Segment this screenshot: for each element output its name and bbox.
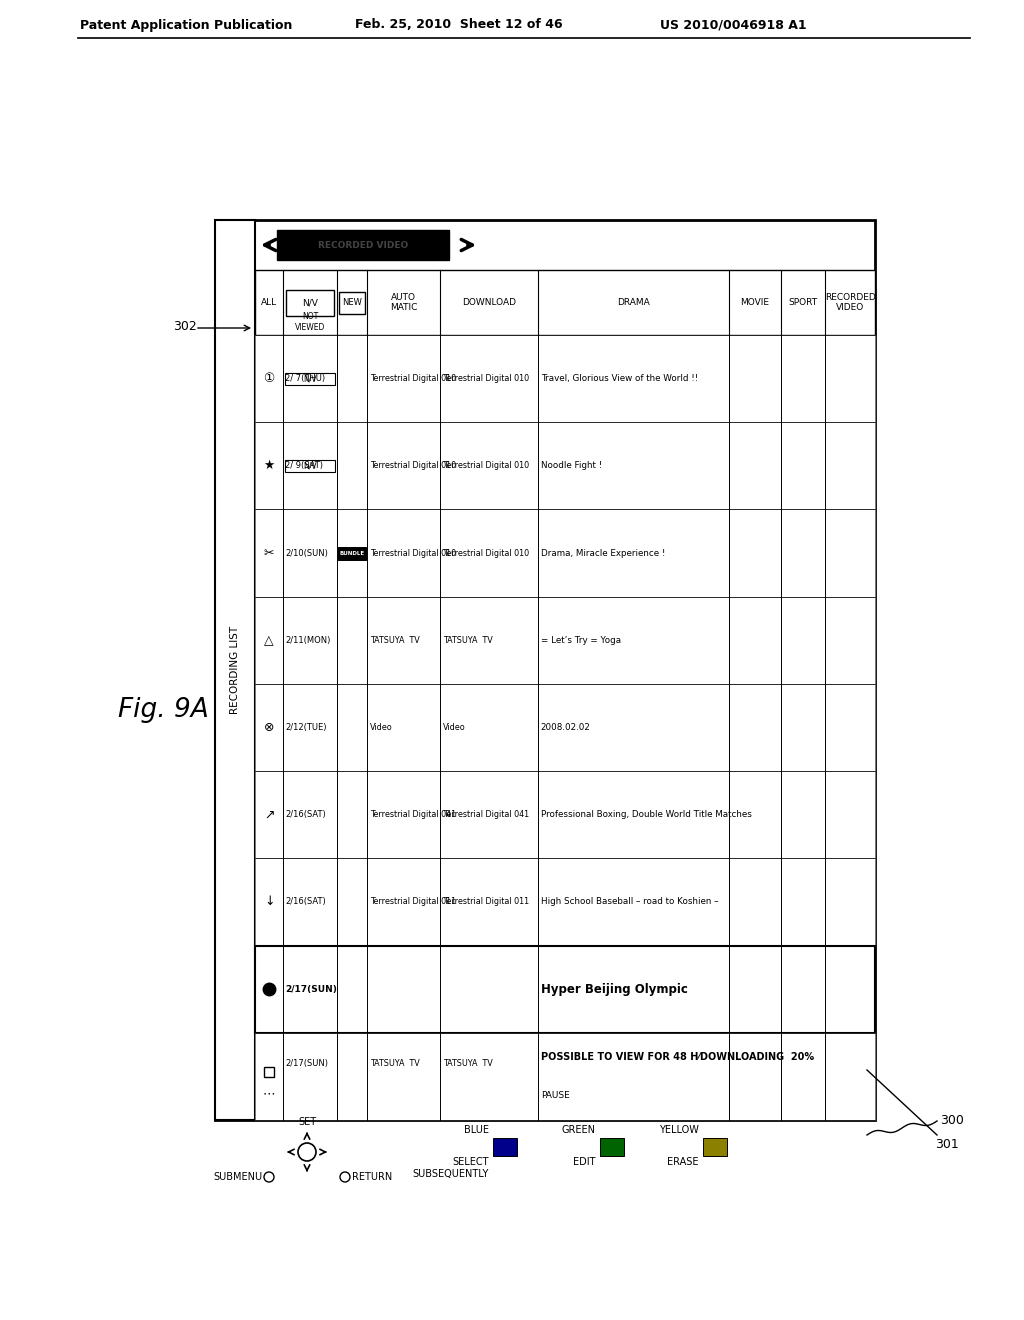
Bar [255,597,874,684]
Bar [286,459,335,471]
Text: POSSIBLE TO VIEW FOR 48 H⁄DOWNLOADING  20%: POSSIBLE TO VIEW FOR 48 H⁄DOWNLOADING 20… [541,1052,814,1063]
Text: Feb. 25, 2010  Sheet 12 of 46: Feb. 25, 2010 Sheet 12 of 46 [355,18,562,32]
Text: GREEN: GREEN [562,1125,596,1135]
Text: 300: 300 [940,1114,964,1126]
Text: 2/11(MON): 2/11(MON) [286,636,331,644]
Text: 302: 302 [173,321,197,334]
Text: 301: 301 [935,1138,958,1151]
Bar [215,220,255,1119]
Text: TATSUYA  TV: TATSUYA TV [443,1059,493,1068]
Text: ⊗: ⊗ [264,721,274,734]
Text: TATSUYA  TV: TATSUYA TV [370,1059,420,1068]
Text: 2/ 9(SAT): 2/ 9(SAT) [286,461,324,470]
Bar [255,335,874,422]
Text: ALL: ALL [261,298,278,308]
Text: Fig. 9A: Fig. 9A [118,697,209,723]
Text: 2/ 7(THU): 2/ 7(THU) [286,374,326,383]
Text: RECORDED
VIDEO: RECORDED VIDEO [824,293,876,313]
Text: US 2010/0046918 A1: US 2010/0046918 A1 [660,18,807,32]
Bar [255,1032,874,1119]
Text: NEW: NEW [342,298,361,308]
Bar [255,684,874,771]
Text: 2/12(TUE): 2/12(TUE) [286,723,327,733]
Text: SELECT: SELECT [453,1158,489,1167]
Text: Noodle Fight !: Noodle Fight ! [541,461,602,470]
Text: Video: Video [370,723,393,733]
Text: 2/17(SUN): 2/17(SUN) [286,985,337,994]
Bar [255,271,874,335]
Bar [338,546,367,560]
Text: Hyper Beijing Olympic: Hyper Beijing Olympic [541,982,688,995]
Text: BLUE: BLUE [464,1125,489,1135]
Text: RETURN: RETURN [352,1172,392,1181]
Text: ★: ★ [263,459,274,473]
Text: High School Baseball – road to Koshien –: High School Baseball – road to Koshien – [541,898,719,907]
Text: Professional Boxing, Double World Title Matches: Professional Boxing, Double World Title … [541,810,752,820]
Text: Terrestrial Digital 011: Terrestrial Digital 011 [443,898,529,907]
Text: SPORT: SPORT [788,298,817,308]
Text: NOT
VIEWED: NOT VIEWED [295,313,326,331]
Text: MOVIE: MOVIE [740,298,769,308]
Text: ↓: ↓ [264,895,274,908]
Text: RECORDED VIDEO: RECORDED VIDEO [317,240,409,249]
Text: TATSUYA  TV: TATSUYA TV [443,636,493,644]
Text: Terrestrial Digital 010: Terrestrial Digital 010 [443,374,529,383]
Text: ①: ① [263,372,274,385]
Text: ERASE: ERASE [668,1158,699,1167]
Text: Terrestrial Digital 010: Terrestrial Digital 010 [443,549,529,557]
Text: DRAMA: DRAMA [617,298,650,308]
Text: Terrestrial Digital 041: Terrestrial Digital 041 [370,810,457,820]
Text: △: △ [264,634,274,647]
Bar [215,220,874,1119]
Text: DOWNLOAD: DOWNLOAD [462,298,516,308]
Text: Terrestrial Digital 010: Terrestrial Digital 010 [370,549,457,557]
Bar [264,1067,274,1077]
Text: 2/16(SAT): 2/16(SAT) [286,898,327,907]
Bar [255,510,874,597]
Text: N/V: N/V [303,461,317,470]
Text: Terrestrial Digital 041: Terrestrial Digital 041 [443,810,529,820]
Text: BUNDLE: BUNDLE [339,550,365,556]
Text: 2008.02.02: 2008.02.02 [541,723,591,733]
Bar [493,1138,517,1156]
Text: Terrestrial Digital 010: Terrestrial Digital 010 [443,461,529,470]
Text: AUTO
MATIC: AUTO MATIC [390,293,417,313]
Text: Terrestrial Digital 010: Terrestrial Digital 010 [370,374,457,383]
Bar [255,771,874,858]
Bar [703,1138,727,1156]
Text: ✂: ✂ [264,546,274,560]
Text: Drama, Miracle Experience !: Drama, Miracle Experience ! [541,549,666,557]
Bar [286,372,335,384]
Text: PAUSE: PAUSE [541,1092,569,1100]
Text: YELLOW: YELLOW [659,1125,699,1135]
Bar [600,1138,624,1156]
Text: N/V: N/V [303,374,317,383]
Bar [287,289,334,315]
Text: 2/17(SUN): 2/17(SUN) [286,1059,329,1068]
Text: SUBSEQUENTLY: SUBSEQUENTLY [413,1170,489,1179]
Text: Terrestrial Digital 011: Terrestrial Digital 011 [370,898,457,907]
Text: SET: SET [298,1117,316,1127]
Text: Video: Video [443,723,466,733]
Text: TATSUYA  TV: TATSUYA TV [370,636,420,644]
Bar [255,422,874,510]
Text: Terrestrial Digital 010: Terrestrial Digital 010 [370,461,457,470]
Bar [255,945,874,1032]
Text: SUBMENU: SUBMENU [213,1172,262,1181]
Text: 2/10(SUN): 2/10(SUN) [286,549,329,557]
Text: = Let’s Try = Yoga: = Let’s Try = Yoga [541,636,621,644]
Text: ⋯: ⋯ [263,1088,275,1101]
Text: EDIT: EDIT [573,1158,596,1167]
Text: ↗: ↗ [264,808,274,821]
Text: 2/16(SAT): 2/16(SAT) [286,810,327,820]
Bar [278,230,449,260]
Bar [255,858,874,945]
Text: N/V: N/V [302,298,318,308]
Text: Patent Application Publication: Patent Application Publication [80,18,293,32]
Bar [339,292,366,314]
Text: Travel, Glorious View of the World !!: Travel, Glorious View of the World !! [541,374,698,383]
Text: RECORDING LIST: RECORDING LIST [230,626,240,714]
